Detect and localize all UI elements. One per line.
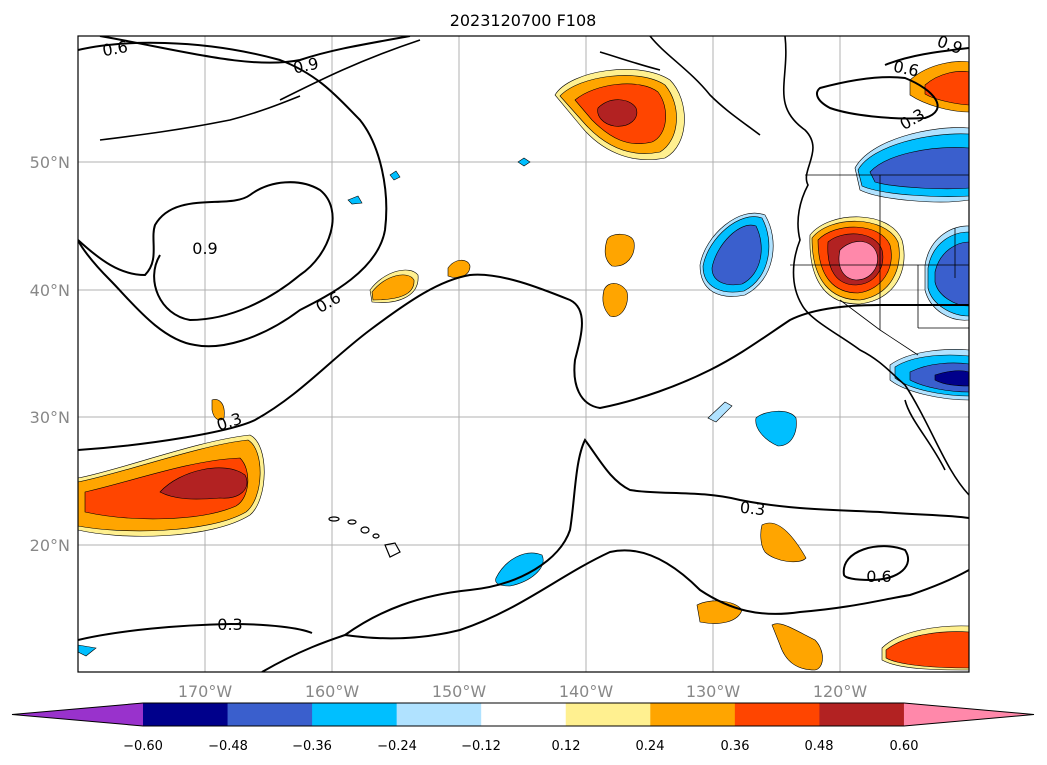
colorbar-outline: [11, 702, 1035, 727]
lon-axis: 170°W 160°W 150°W 140°W 130°W 120°W: [178, 682, 868, 701]
lon-tick: 130°W: [686, 682, 741, 701]
contour-label: 0.9: [291, 54, 320, 78]
colorbar-bin: [650, 703, 736, 726]
colorbar-extend-min: [12, 703, 143, 726]
hawaii-islands: [328, 516, 401, 558]
colorbar-bin: [734, 703, 820, 726]
colorbar-tick: −0.12: [461, 739, 501, 754]
lat-axis: 50°N 40°N 30°N 20°N: [30, 153, 70, 555]
colorbar-tick: −0.24: [377, 739, 417, 754]
positive-anomalies: [78, 61, 969, 671]
colorbar-bin: [396, 703, 482, 726]
contour-label: 0.6: [866, 567, 891, 586]
colorbar-ticks: −0.60 −0.48 −0.36 −0.24 −0.12 0.12 0.24 …: [123, 739, 918, 754]
gridlines: [78, 36, 969, 672]
lon-tick: 170°W: [178, 682, 233, 701]
colorbar-tick: 0.60: [890, 739, 919, 754]
colorbar-bin: [227, 703, 313, 726]
colorbar-extend-max: [903, 703, 1034, 726]
colorbar: [11, 702, 1035, 727]
map-panel: 0.6 0.9 0.9 0.6 0.3 0.3 0.3 0.6 0.6 0.3 …: [78, 36, 969, 672]
colorbar-bin: [565, 703, 651, 726]
contour-label: 0.6: [892, 57, 921, 81]
lon-tick: 150°W: [432, 682, 487, 701]
lat-tick: 30°N: [30, 408, 70, 427]
lat-tick: 50°N: [30, 153, 70, 172]
contour-label: 0.3: [217, 615, 242, 634]
colorbar-tick: 0.48: [805, 739, 834, 754]
colorbar-tick: 0.12: [552, 739, 581, 754]
lon-tick: 160°W: [305, 682, 360, 701]
contour-lines: [78, 36, 969, 672]
contour-label: 0.3: [739, 498, 766, 520]
contour-label: 0.6: [101, 37, 129, 60]
colorbar-bin: [819, 703, 905, 726]
colorbar-tick: 0.24: [636, 739, 665, 754]
contour-label: 0.9: [192, 239, 217, 258]
negative-anomalies: [78, 127, 969, 657]
figure-title: 2023120700 F108: [450, 11, 597, 30]
coastlines: [99, 36, 969, 496]
colorbar-bin: [312, 703, 398, 726]
lat-tick: 40°N: [30, 281, 70, 300]
colorbar-tick: −0.36: [292, 739, 332, 754]
colorbar-bin: [481, 703, 567, 726]
lon-tick: 120°W: [813, 682, 868, 701]
map-frame: [77, 35, 970, 673]
colorbar-bin: [143, 703, 229, 726]
colorbar-tick: 0.36: [721, 739, 750, 754]
lon-tick: 140°W: [559, 682, 614, 701]
lat-tick: 20°N: [30, 536, 70, 555]
colorbar-tick: −0.60: [123, 739, 163, 754]
colorbar-tick: −0.48: [208, 739, 248, 754]
